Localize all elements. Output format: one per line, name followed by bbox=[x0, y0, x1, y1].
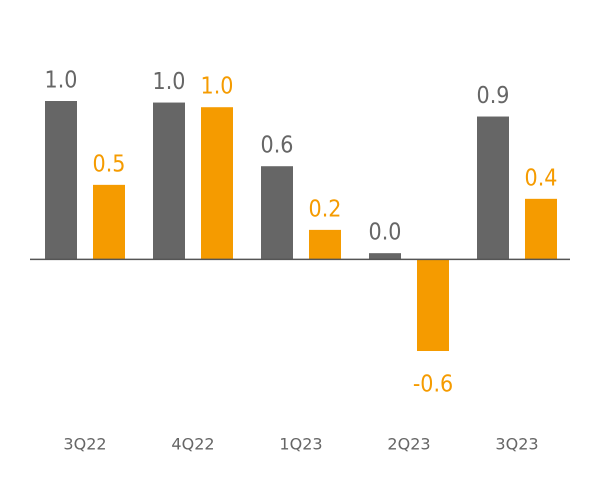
bar bbox=[525, 198, 557, 260]
value-label: 0.0 bbox=[369, 220, 402, 246]
bar bbox=[201, 107, 233, 260]
value-label: 0.2 bbox=[309, 196, 342, 222]
bar bbox=[417, 259, 449, 351]
value-label: 1.0 bbox=[201, 74, 234, 100]
bar bbox=[477, 116, 509, 260]
x-tick-label: 3Q23 bbox=[495, 435, 538, 454]
bar bbox=[45, 101, 77, 260]
value-label: -0.6 bbox=[413, 372, 453, 398]
value-label: 0.6 bbox=[261, 133, 294, 159]
value-label: 1.0 bbox=[45, 68, 78, 94]
bar bbox=[369, 253, 401, 260]
value-label: 0.5 bbox=[93, 151, 126, 177]
x-tick-label: 4Q22 bbox=[171, 435, 214, 454]
value-label: 0.9 bbox=[477, 83, 510, 109]
bar bbox=[153, 102, 185, 260]
bar bbox=[309, 229, 341, 260]
x-tick-label: 1Q23 bbox=[279, 435, 322, 454]
bar bbox=[261, 166, 293, 260]
bar bbox=[93, 184, 125, 260]
value-label: 0.4 bbox=[525, 165, 558, 191]
x-tick-label: 2Q23 bbox=[387, 435, 430, 454]
x-tick-label: 3Q22 bbox=[63, 435, 106, 454]
value-label: 1.0 bbox=[153, 69, 186, 95]
